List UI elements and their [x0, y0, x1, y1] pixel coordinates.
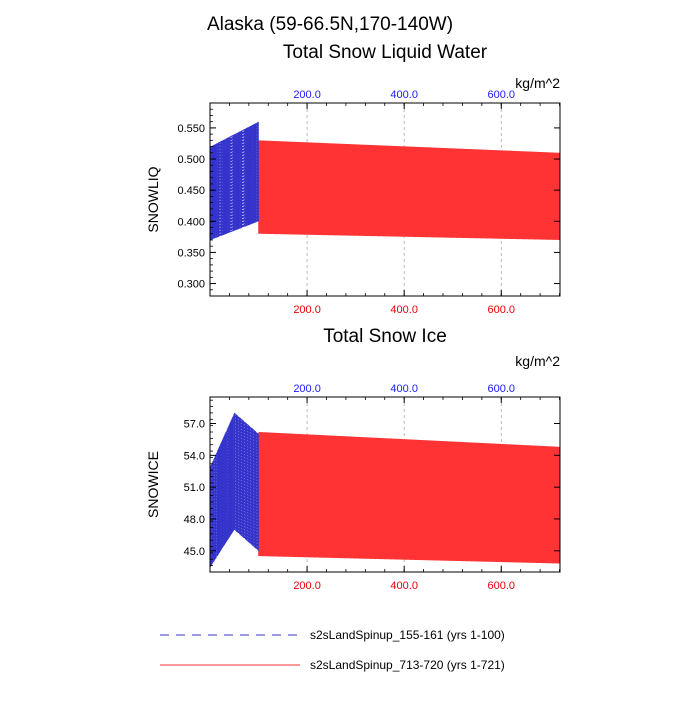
series-group	[210, 412, 560, 567]
legend-entry: s2sLandSpinup_713-720 (yrs 1-721)	[160, 658, 505, 672]
y-tick-label: 0.400	[177, 216, 205, 228]
x-tick-label: 200.0	[293, 304, 321, 316]
y-axis-label: SNOWICE	[145, 451, 161, 518]
chart-panel-2: Total Snow Ice kg/m^2 45.0 48.0 51.0 54.0 57.0…	[145, 326, 561, 592]
series-group	[210, 121, 560, 240]
x-tick-label: 400.0	[390, 580, 418, 592]
x-tick-label-top: 200.0	[293, 89, 321, 101]
x-tick-label-top: 400.0	[390, 383, 418, 395]
series-line-b	[258, 140, 560, 240]
legend-entry: s2sLandSpinup_155-161 (yrs 1-100)	[160, 628, 505, 642]
y-tick-label: 0.500	[177, 154, 205, 166]
units-label: kg/m^2	[515, 353, 560, 369]
y-axis-label: SNOWLIQ	[145, 166, 161, 232]
y-tick-label: 45.0	[184, 546, 205, 558]
units-label: kg/m^2	[515, 75, 560, 91]
series-line-b	[258, 431, 560, 564]
y-tick-label: 0.350	[177, 247, 205, 259]
chart-title: Total Snow Liquid Water	[283, 42, 488, 63]
x-tick-label-top: 600.0	[487, 383, 515, 395]
y-tick-label: 0.450	[177, 185, 205, 197]
y-tick-label: 54.0	[184, 450, 205, 462]
y-tick-label: 57.0	[184, 419, 205, 431]
y-tick-label: 0.300	[177, 279, 205, 291]
page-title: Alaska (59-66.5N,170-140W)	[207, 14, 453, 35]
x-tick-label-top: 600.0	[487, 89, 515, 101]
x-tick-label: 600.0	[487, 304, 515, 316]
series-line-a	[210, 121, 259, 240]
legend-label: s2sLandSpinup_155-161 (yrs 1-100)	[310, 628, 505, 642]
legend-label: s2sLandSpinup_713-720 (yrs 1-721)	[310, 658, 505, 672]
x-tick-label: 200.0	[293, 580, 321, 592]
legend: s2sLandSpinup_155-161 (yrs 1-100) s2sLand…	[160, 628, 505, 672]
x-tick-label-top: 200.0	[293, 383, 321, 395]
x-tick-label: 400.0	[390, 304, 418, 316]
x-tick-label-top: 400.0	[390, 89, 418, 101]
chart-title: Total Snow Ice	[323, 326, 447, 347]
y-tick-label: 48.0	[184, 514, 205, 526]
x-tick-label: 600.0	[487, 580, 515, 592]
chart-panel-1: Total Snow Liquid Water kg/m^2 0.300 0.350 0…	[145, 42, 561, 316]
y-tick-label: 0.550	[177, 123, 205, 135]
y-tick-label: 51.0	[184, 482, 205, 494]
series-line-a	[210, 412, 259, 567]
plots: Total Snow Liquid Water kg/m^2 0.300 0.350 0…	[145, 42, 561, 592]
